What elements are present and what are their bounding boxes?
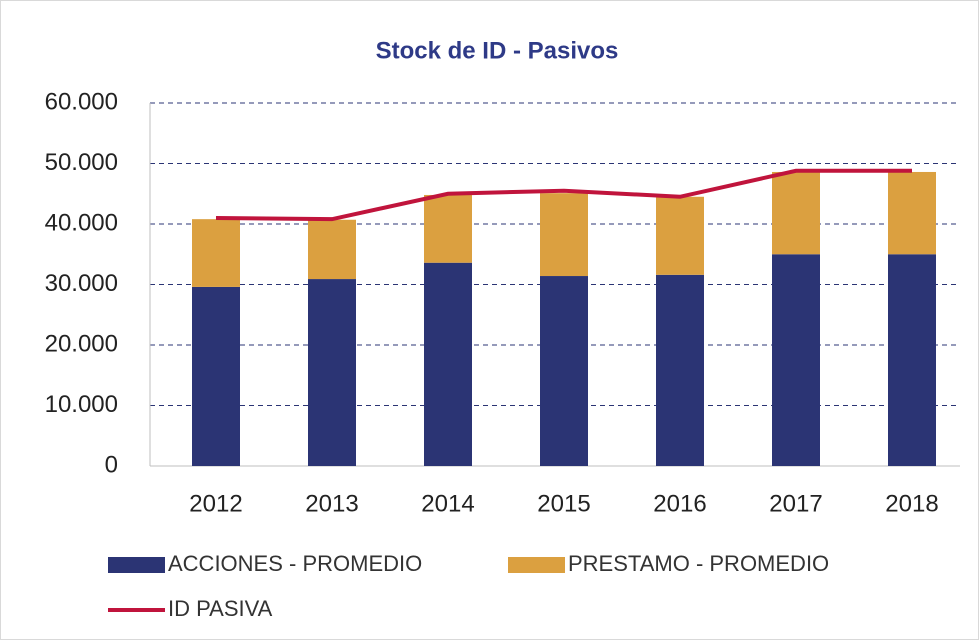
legend-label: ACCIONES - PROMEDIO	[168, 551, 422, 576]
bar	[540, 276, 588, 466]
bar	[656, 274, 704, 466]
bar	[540, 193, 588, 277]
x-tick-label: 2016	[653, 490, 706, 517]
bar	[424, 262, 472, 466]
y-tick-label: 40.000	[45, 209, 118, 236]
bar	[772, 171, 820, 255]
x-tick-label: 2015	[537, 490, 590, 517]
legend-label: PRESTAMO - PROMEDIO	[568, 551, 829, 576]
y-tick-label: 10.000	[45, 391, 118, 418]
chart-title: Stock de ID - Pasivos	[376, 37, 619, 64]
x-tick-label: 2018	[885, 490, 938, 517]
x-tick-label: 2012	[189, 490, 242, 517]
bar	[772, 254, 820, 466]
y-tick-label: 60.000	[45, 88, 118, 115]
legend-label: ID PASIVA	[168, 596, 273, 621]
legend-swatch	[508, 557, 565, 573]
y-tick-label: 20.000	[45, 330, 118, 357]
bar	[656, 196, 704, 275]
y-tick-label: 30.000	[45, 270, 118, 297]
line-series	[215, 168, 912, 222]
bar	[308, 219, 356, 280]
bar	[424, 194, 472, 263]
y-tick-label: 50.000	[45, 149, 118, 176]
bar	[308, 279, 356, 466]
bar	[888, 254, 936, 466]
bar	[888, 171, 936, 255]
bar	[192, 219, 240, 287]
x-tick-label: 2014	[421, 490, 474, 517]
x-tick-label: 2017	[769, 490, 822, 517]
legend-swatch	[108, 557, 165, 573]
x-tick-label: 2013	[305, 490, 358, 517]
bar	[192, 286, 240, 466]
y-tick-label: 0	[105, 451, 118, 478]
